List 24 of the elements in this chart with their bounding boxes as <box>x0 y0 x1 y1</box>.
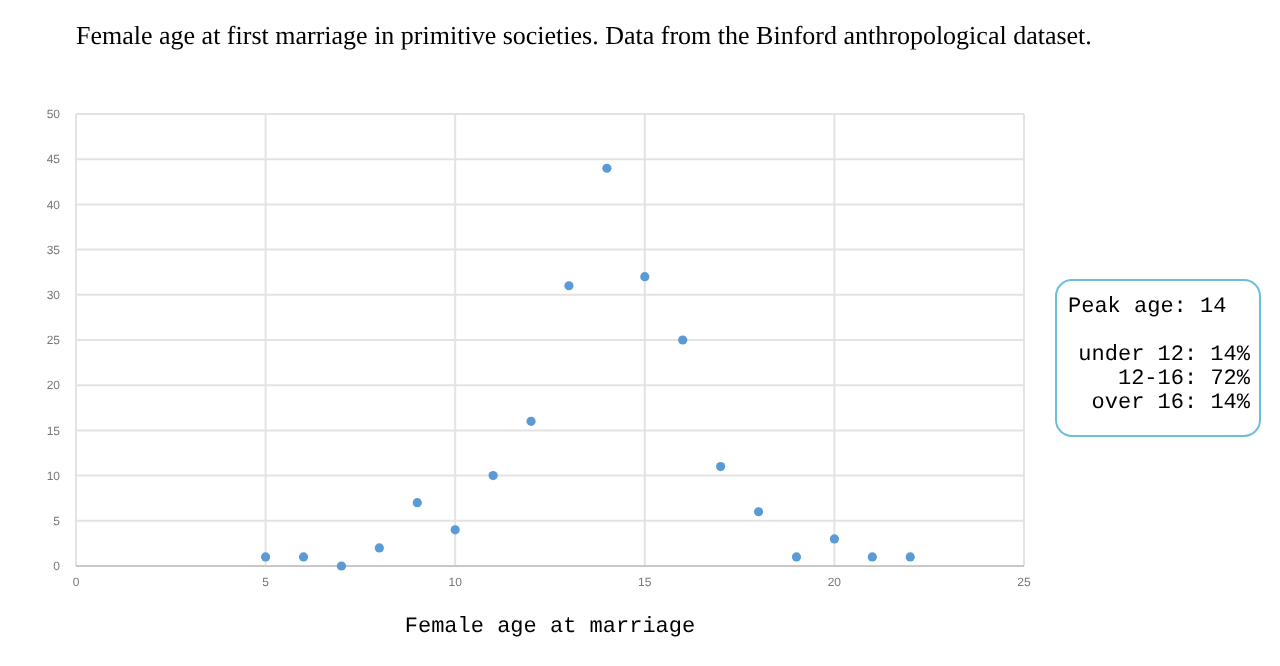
text: over 16: 14% <box>1091 392 1251 416</box>
point <box>526 416 536 426</box>
point <box>791 552 802 562</box>
point <box>905 552 915 562</box>
point <box>450 525 460 535</box>
text: Peak age: 14 <box>1068 296 1228 320</box>
point <box>829 534 839 544</box>
text: 12-16: 72% <box>1117 368 1251 392</box>
x-axis-title: Female age at marriage <box>404 616 696 640</box>
point <box>602 163 612 173</box>
point <box>753 507 764 517</box>
point <box>336 561 347 571</box>
point <box>867 552 877 562</box>
point <box>564 281 574 291</box>
text: under 12: 14% <box>1078 344 1251 368</box>
point <box>678 335 688 345</box>
point <box>488 471 498 481</box>
point <box>640 272 650 282</box>
point <box>261 552 271 562</box>
point <box>716 461 726 472</box>
point <box>298 552 309 562</box>
point <box>412 498 422 508</box>
point <box>374 543 384 553</box>
chart-title: Female age at first marriage in primitive societies. Data from the Binford anthropological dataset. <box>76 20 1092 50</box>
